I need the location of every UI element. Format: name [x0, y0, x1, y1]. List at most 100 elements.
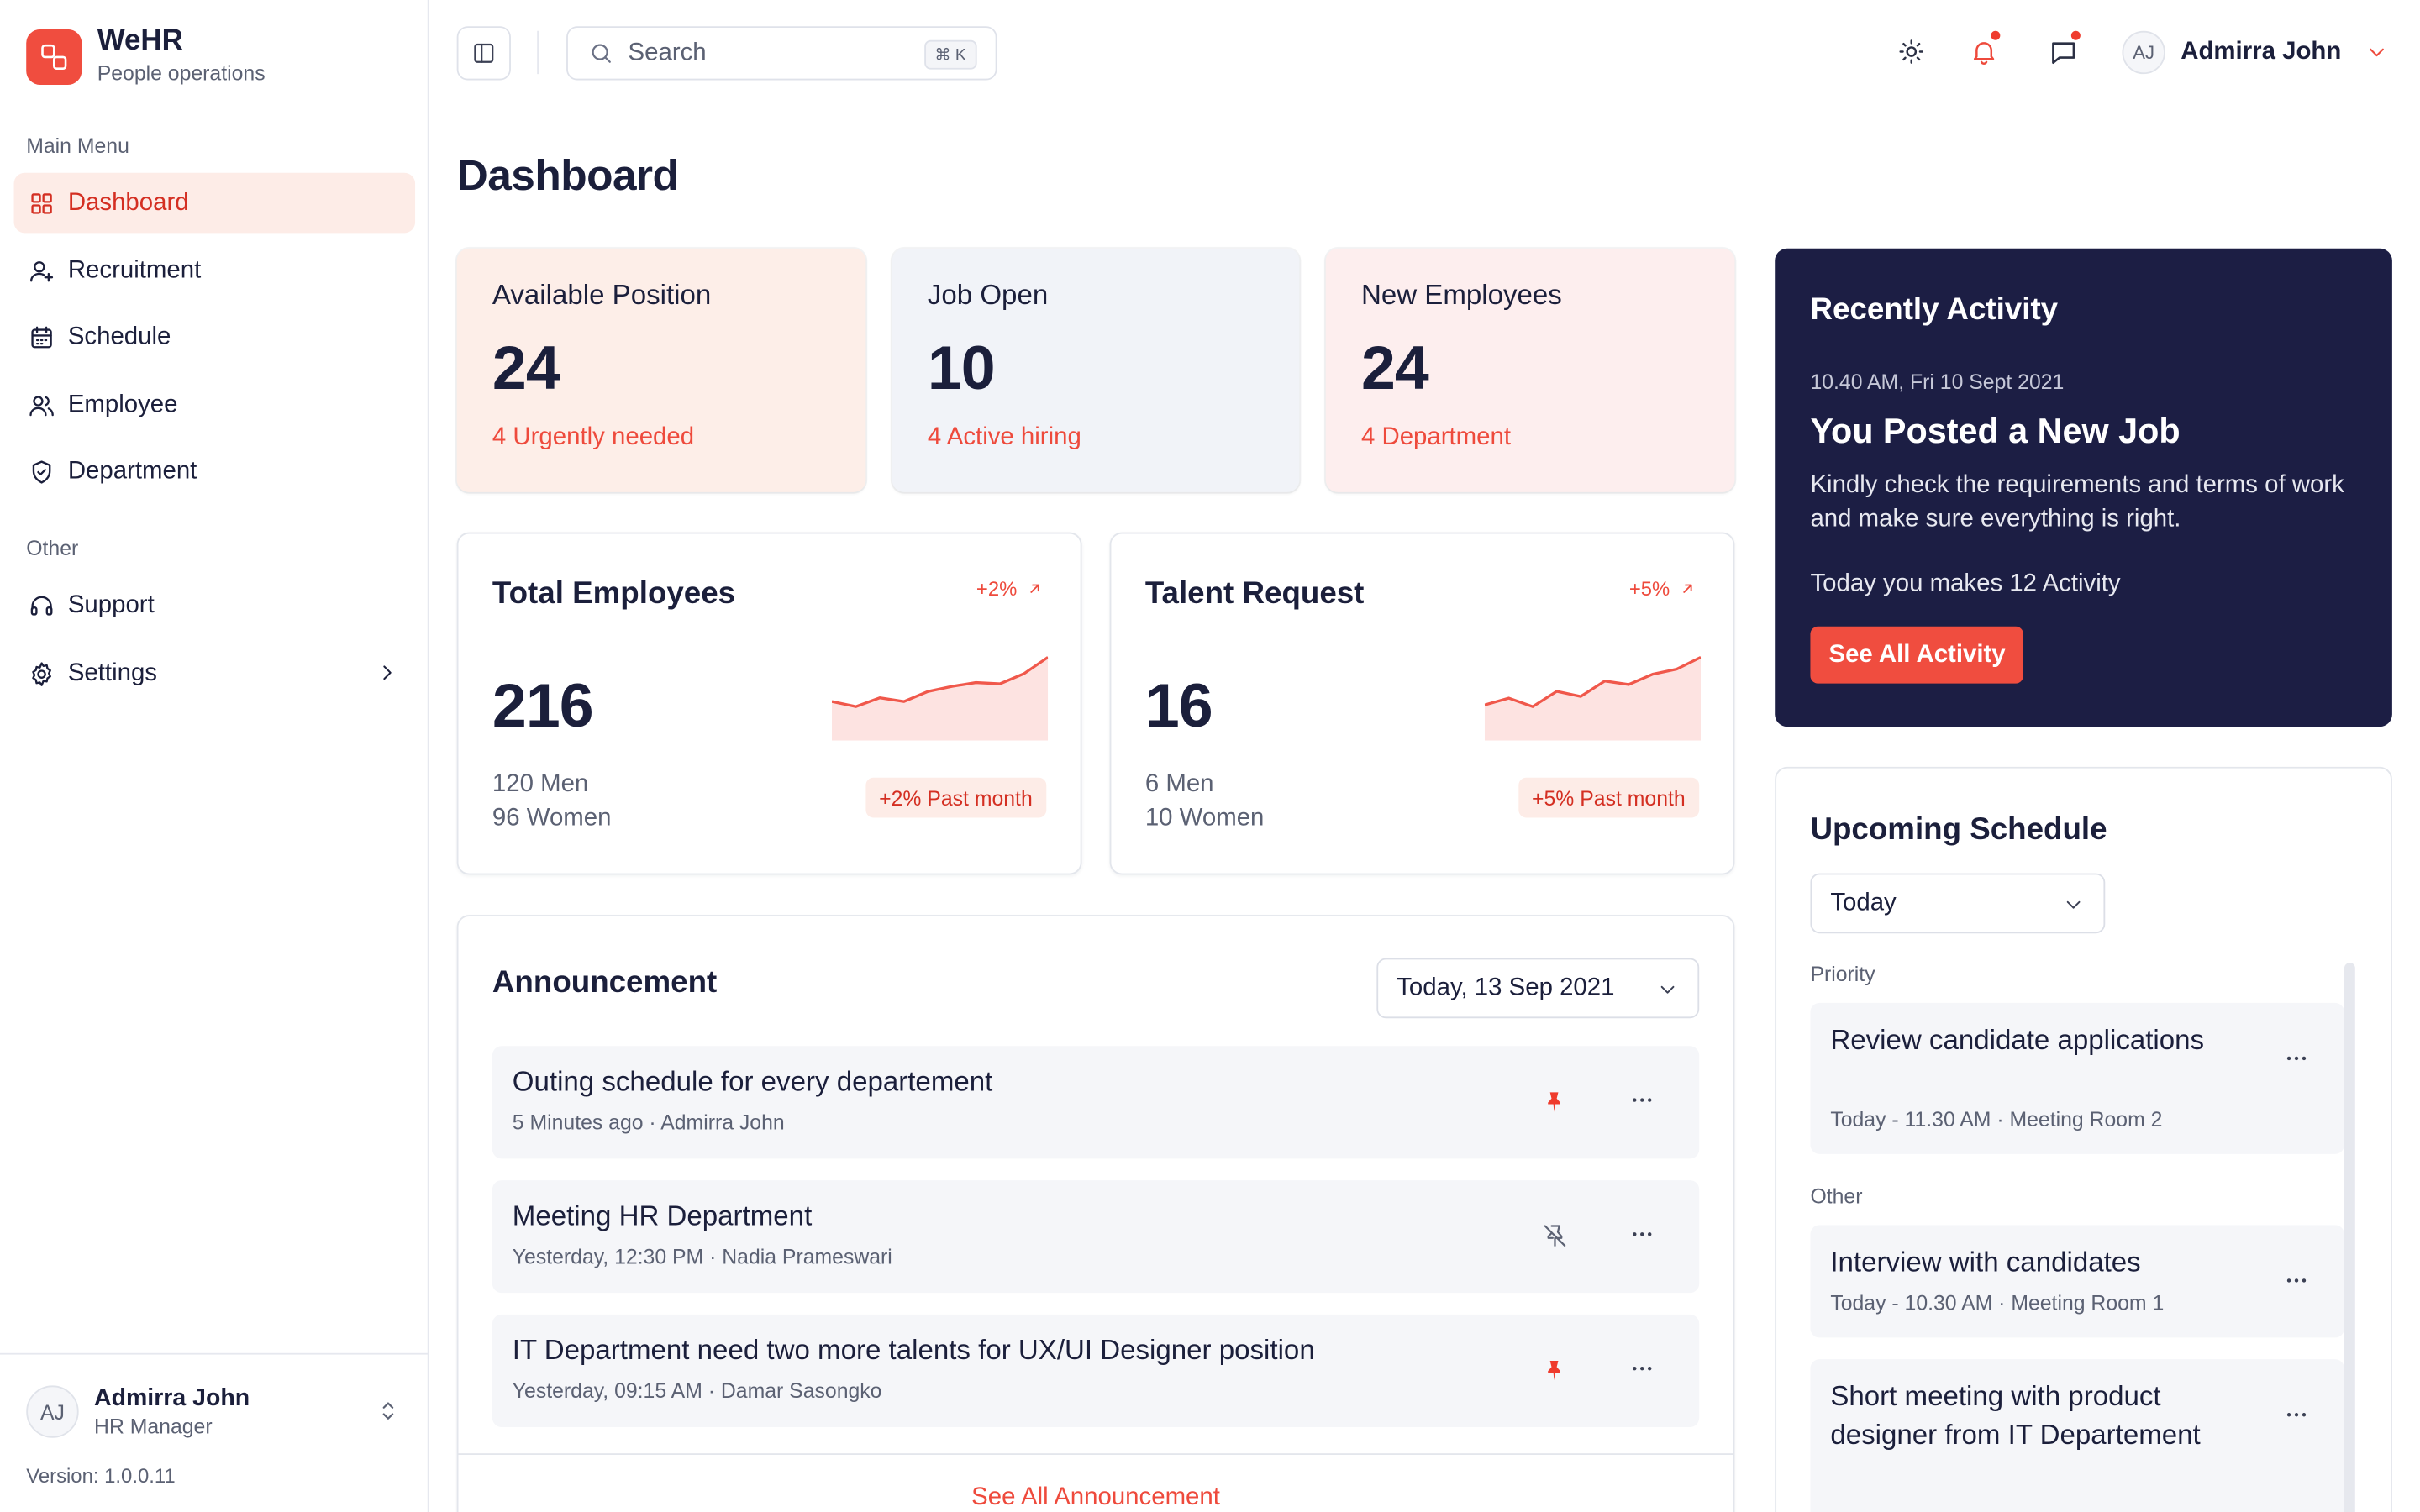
- metric-card-total-employees[interactable]: Total Employees +2% 216 120 Men 96 Women…: [456, 532, 1082, 875]
- sidebar-item-label: Recruitment: [67, 256, 202, 284]
- chevron-down-icon: [2370, 48, 2384, 57]
- schedule-item[interactable]: Short meeting with product designer from…: [1810, 1359, 2344, 1512]
- sidebar-item-label: Department: [67, 457, 197, 484]
- search-input[interactable]: [628, 39, 907, 67]
- stat-card-new-employees[interactable]: New Employees 24 4 Department: [1325, 248, 1735, 492]
- arrow-up-right-icon: [1030, 584, 1039, 593]
- see-all-announcement-link[interactable]: See All Announcement: [971, 1483, 1220, 1511]
- brand[interactable]: WeHR People operations: [26, 24, 266, 87]
- stat-label: Job Open: [927, 279, 1049, 311]
- schedule-item-title: Interview with candidates: [1830, 1247, 2141, 1278]
- announcement-item[interactable]: Outing schedule for every departement 5 …: [492, 1046, 1700, 1159]
- metric-women: 10 Women: [1144, 805, 1265, 832]
- sidebar: WeHR People operations Main Menu Dashboa…: [0, 0, 429, 1512]
- activity-headline: You Posted a New Job: [1810, 412, 2181, 451]
- schedule-item-meta: Today - 11.30 AM · Meeting Room 2: [1830, 1107, 2163, 1131]
- messages-button[interactable]: [2048, 29, 2082, 68]
- more-horizontal-icon[interactable]: [2282, 1044, 2310, 1072]
- sidebar-item-label: Schedule: [67, 323, 171, 350]
- schedule-filter-select[interactable]: Today: [1810, 873, 2106, 934]
- schedule-item-title: Short meeting with product designer from…: [1830, 1380, 2201, 1451]
- notifications-button[interactable]: [1970, 29, 2002, 66]
- announcement-item-meta: 5 Minutes ago · Admirra John: [512, 1110, 785, 1134]
- metric-delta: +2%: [976, 577, 1044, 600]
- activity-count: Today you makes 12 Activity: [1810, 570, 2121, 597]
- metric-delta-value: +5%: [1628, 576, 1670, 601]
- metric-men: 6 Men: [1144, 771, 1214, 798]
- metric-women: 96 Women: [492, 805, 612, 832]
- metric-title: Total Employees: [492, 576, 736, 612]
- stat-card-available-position[interactable]: Available Position 24 4 Urgently needed: [456, 248, 866, 492]
- sidebar-item-employee[interactable]: Employee: [14, 375, 416, 435]
- avatar: AJ: [2122, 30, 2165, 75]
- pin-icon[interactable]: [1542, 1088, 1566, 1116]
- stat-label: New Employees: [1360, 279, 1562, 311]
- sidebar-user-card[interactable]: AJ Admirra John HR Manager Version: 1.0.…: [0, 1352, 429, 1512]
- calendar-icon: [31, 325, 52, 348]
- sidebar-item-support[interactable]: Support: [14, 575, 416, 636]
- announcement-date-select[interactable]: Today, 13 Sep 2021: [1376, 958, 1700, 1019]
- announcement-item-meta: Yesterday, 09:15 AM · Damar Sasongko: [512, 1379, 882, 1403]
- stat-subtext: 4 Active hiring: [927, 424, 1081, 451]
- more-horizontal-icon[interactable]: [2282, 1267, 2310, 1294]
- schedule-item-title: Review candidate applications: [1830, 1024, 2205, 1056]
- top-user-name: Admirra John: [2181, 38, 2342, 66]
- more-horizontal-icon[interactable]: [2282, 1401, 2310, 1429]
- announcement-item-title: IT Department need two more talents for …: [512, 1334, 1315, 1366]
- announcement-item-title: Meeting HR Department: [512, 1200, 813, 1231]
- schedule-item[interactable]: Interview with candidates Today - 10.30 …: [1810, 1225, 2344, 1338]
- stat-value: 10: [927, 334, 996, 403]
- panel-left-icon: [474, 43, 494, 63]
- sidebar-item-dashboard[interactable]: Dashboard: [13, 172, 416, 234]
- grid-icon: [31, 192, 52, 213]
- brand-logo-icon: [26, 29, 82, 86]
- announcement-item-meta: Yesterday, 12:30 PM · Nadia Prameswari: [512, 1245, 892, 1268]
- schedule-scrollbar[interactable]: [2344, 963, 2355, 1512]
- schedule-filter-value: Today: [1830, 889, 1897, 916]
- stat-value: 24: [492, 334, 560, 403]
- schedule-priority-label: Priority: [1810, 963, 1876, 986]
- recent-activity-card: Recently Activity 10.40 AM, Fri 10 Sept …: [1775, 248, 2392, 727]
- sun-icon: [1899, 39, 1924, 64]
- metric-breakdown: 120 Men 96 Women: [492, 769, 612, 837]
- more-horizontal-icon[interactable]: [1628, 1221, 1656, 1248]
- metric-card-talent-request[interactable]: Talent Request +5% 16 6 Men 10 Women +5%…: [1109, 532, 1735, 875]
- announcement-date-value: Today, 13 Sep 2021: [1397, 974, 1615, 1001]
- metric-men: 120 Men: [492, 771, 589, 798]
- more-horizontal-icon[interactable]: [1628, 1355, 1656, 1383]
- sparkline-area: [831, 657, 1049, 741]
- sidebar-toggle-button[interactable]: [456, 26, 511, 81]
- top-user-menu[interactable]: AJ Admirra John: [2122, 30, 2389, 75]
- see-all-activity-button[interactable]: See All Activity: [1810, 626, 2024, 684]
- metric-breakdown: 6 Men 10 Women: [1145, 769, 1265, 837]
- metric-value: 16: [1144, 672, 1213, 741]
- sidebar-item-recruitment[interactable]: Recruitment: [14, 241, 416, 302]
- stat-label: Available Position: [492, 279, 712, 311]
- gear-icon: [32, 661, 51, 685]
- topbar-divider: [537, 30, 539, 75]
- schedule-item[interactable]: Review candidate applications Today - 11…: [1810, 1002, 2344, 1154]
- pin-off-icon[interactable]: [1542, 1222, 1568, 1250]
- brand-name: WeHR: [97, 24, 183, 57]
- chevron-right-icon: [383, 665, 392, 680]
- sidebar-item-settings[interactable]: Settings: [14, 643, 416, 704]
- sparkline-chart: [1484, 655, 1702, 741]
- app-version: Version: 1.0.0.11: [26, 1464, 176, 1488]
- sidebar-item-department[interactable]: Department: [14, 441, 416, 501]
- chevron-down-icon: [1660, 984, 1675, 993]
- chevrons-up-down-icon[interactable]: [375, 1398, 401, 1424]
- search-box[interactable]: ⌘ K: [566, 26, 997, 81]
- announcement-item[interactable]: Meeting HR Department Yesterday, 12:30 P…: [492, 1180, 1700, 1294]
- activity-time: 10.40 AM, Fri 10 Sept 2021: [1810, 370, 2065, 394]
- stat-card-job-open[interactable]: Job Open 10 4 Active hiring: [892, 248, 1300, 492]
- shield-icon: [32, 459, 51, 483]
- announcement-item[interactable]: IT Department need two more talents for …: [492, 1314, 1700, 1427]
- metric-delta: +5%: [1628, 576, 1697, 601]
- pin-icon[interactable]: [1542, 1356, 1566, 1383]
- theme-toggle-button[interactable]: [1897, 37, 1926, 66]
- activity-title: Recently Activity: [1810, 292, 2059, 328]
- announcement-title: Announcement: [492, 965, 718, 1000]
- stat-value: 24: [1360, 334, 1429, 403]
- more-horizontal-icon[interactable]: [1628, 1086, 1656, 1114]
- sidebar-item-schedule[interactable]: Schedule: [14, 307, 416, 368]
